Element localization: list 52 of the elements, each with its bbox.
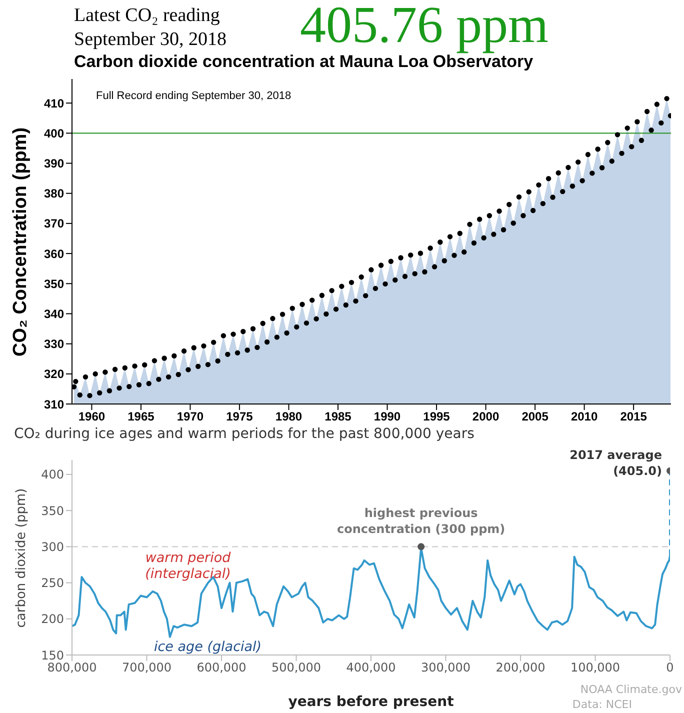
x-axis-title: years before present: [288, 694, 454, 710]
x-tick-label: 400,000: [346, 660, 396, 675]
y-tick-label: 150: [41, 648, 64, 662]
y-tick-label: 320: [44, 367, 64, 382]
x-tick-label: 1965: [128, 410, 155, 424]
x-tick-label: 2005: [522, 410, 549, 424]
y-tick-label: 370: [44, 216, 64, 231]
y-tick-label: 330: [44, 337, 64, 352]
x-tick-label: 2015: [620, 410, 648, 424]
chart-title: CO₂ during ice ages and warm periods for the past 800,000 years: [14, 426, 474, 442]
y-tick-label: 340: [44, 306, 64, 321]
y-axis-title: CO₂ Concentration (ppm): [10, 126, 32, 356]
y-tick-label: 400: [41, 468, 64, 482]
chart-title: Carbon dioxide concentration at Mauna Loa Observatory: [74, 52, 534, 72]
annotation: 2017 average (405.0): [568, 446, 662, 479]
text: 405.76 ppm: [300, 0, 548, 54]
annotation: Full Record ending September 30, 2018: [96, 90, 292, 102]
annotation: highest previous concentration (300 ppm): [336, 504, 506, 537]
x-tick-label: 300,000: [420, 660, 471, 675]
x-tick-label: 2000: [472, 410, 500, 424]
y-axis-title: carbon dioxide (ppm): [14, 488, 29, 628]
annotation: ice age (glacial): [154, 639, 262, 655]
y-tick-label: 250: [41, 576, 64, 590]
x-tick-label: 2010: [570, 410, 598, 424]
x-tick-label: 700,000: [122, 660, 172, 675]
x-tick-label: 500,000: [271, 660, 322, 675]
y-tick-label: 350: [44, 276, 64, 291]
x-tick-label: 1960: [78, 410, 106, 424]
x-tick-label: 1980: [275, 410, 302, 424]
y-tick-label: 360: [44, 246, 64, 261]
x-tick-label: 200,000: [496, 660, 546, 675]
y-tick-label: 200: [41, 612, 64, 626]
y-tick-label: 300: [41, 540, 64, 554]
x-tick-label: 1970: [176, 410, 204, 424]
y-tick-label: 390: [44, 156, 64, 171]
x-tick-label: 1990: [374, 410, 401, 424]
text: Data: NCEI: [572, 698, 632, 711]
x-tick-label: 0: [666, 660, 674, 675]
text: NOAA Climate.gov: [580, 683, 682, 696]
x-tick-label: 600,000: [196, 660, 246, 675]
y-tick-label: 380: [44, 186, 64, 201]
y-tick-label: 310: [44, 397, 64, 412]
x-tick-label: 1985: [324, 410, 352, 424]
annotation: warm period (interglacial): [144, 550, 232, 582]
x-tick-label: 800,000: [47, 660, 97, 675]
y-tick-label: 350: [41, 504, 64, 518]
text: Latest CO₂ reading September 30, 2018: [74, 4, 228, 52]
y-tick-label: 400: [44, 126, 64, 140]
x-tick-label: 1975: [226, 410, 254, 424]
x-tick-label: 100,000: [570, 660, 620, 675]
x-tick-label: 1995: [423, 410, 450, 424]
y-tick-label: 410: [44, 96, 64, 110]
